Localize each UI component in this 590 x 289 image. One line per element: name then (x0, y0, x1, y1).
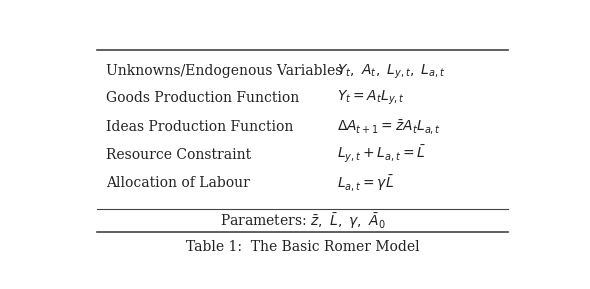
Text: $L_{a,t} = \gamma \bar{L}$: $L_{a,t} = \gamma \bar{L}$ (337, 173, 394, 192)
Text: Allocation of Labour: Allocation of Labour (106, 176, 250, 190)
Text: $Y_t,\ A_t,\ L_{y,t},\ L_{a,t}$: $Y_t,\ A_t,\ L_{y,t},\ L_{a,t}$ (337, 62, 445, 81)
Text: $L_{y,t} + L_{a,t} = \bar{L}$: $L_{y,t} + L_{a,t} = \bar{L}$ (337, 144, 425, 165)
Text: Goods Production Function: Goods Production Function (106, 91, 299, 105)
Text: Unknowns/Endogenous Variables: Unknowns/Endogenous Variables (106, 64, 342, 78)
Text: Ideas Production Function: Ideas Production Function (106, 120, 293, 134)
Text: Table 1:  The Basic Romer Model: Table 1: The Basic Romer Model (186, 240, 419, 254)
Text: Parameters: $\bar{z},\ \bar{L},\ \gamma,\ \bar{A}_0$: Parameters: $\bar{z},\ \bar{L},\ \gamma,… (219, 211, 385, 231)
Text: $\Delta A_{t+1} = \bar{z} A_t L_{a,t}$: $\Delta A_{t+1} = \bar{z} A_t L_{a,t}$ (337, 118, 441, 136)
Text: Resource Constraint: Resource Constraint (106, 148, 251, 162)
Text: $Y_t = A_t L_{y,t}$: $Y_t = A_t L_{y,t}$ (337, 89, 405, 107)
